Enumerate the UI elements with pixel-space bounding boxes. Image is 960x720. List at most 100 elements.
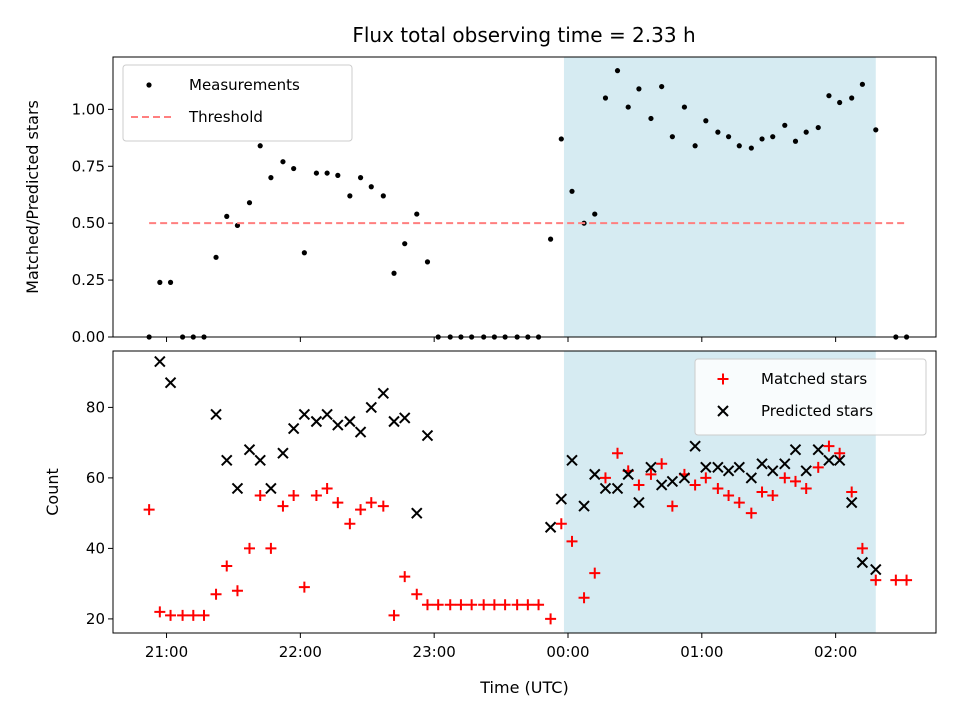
data-point — [625, 104, 631, 110]
legend-label: Threshold — [188, 108, 263, 126]
data-point — [365, 497, 377, 509]
top-panel-marks — [146, 68, 910, 340]
data-point — [826, 93, 832, 99]
data-point — [782, 122, 788, 128]
x-tick-label: 00:00 — [546, 643, 589, 661]
data-point — [689, 479, 701, 491]
data-point — [466, 599, 478, 611]
data-point — [599, 482, 612, 495]
y-tick-label: 0.00 — [72, 328, 105, 346]
data-point — [143, 504, 155, 516]
data-point — [833, 454, 846, 466]
data-point — [354, 426, 367, 438]
data-point — [357, 175, 364, 181]
data-point — [800, 465, 812, 477]
x-tick-label: 23:00 — [413, 643, 456, 661]
data-point — [388, 609, 400, 621]
data-point — [733, 461, 745, 474]
top-panel: 0.00 0.25 0.50 0.75 1.00 Matched/Predicted s… — [23, 56, 937, 346]
y-tick-label: 80 — [86, 398, 105, 416]
data-point — [243, 443, 256, 456]
top-panel-y-axis-label: Matched/Predicted stars — [23, 100, 42, 294]
data-point — [344, 415, 356, 428]
data-point — [421, 599, 433, 611]
y-tick-label: 0.75 — [72, 157, 105, 175]
data-point — [399, 412, 411, 424]
data-point — [388, 415, 400, 428]
data-point — [391, 270, 397, 276]
data-point — [666, 475, 679, 488]
bottom-panel-y-axis-label: Count — [43, 468, 62, 516]
data-point — [221, 560, 233, 572]
x-tick-label: 21:00 — [145, 643, 188, 661]
x-tick-label: 02:00 — [814, 643, 857, 661]
data-point — [815, 124, 821, 131]
y-tick-label: 60 — [86, 469, 105, 487]
data-point — [210, 408, 222, 421]
data-point — [321, 408, 333, 421]
data-point — [681, 104, 688, 110]
legend-label: Measurements — [189, 76, 300, 94]
data-point — [265, 482, 277, 495]
data-point — [725, 134, 732, 140]
x-tick-label: 01:00 — [680, 643, 723, 661]
data-point — [522, 599, 534, 611]
data-point — [767, 490, 779, 502]
data-point — [368, 184, 374, 190]
bottom-panel-marks — [143, 355, 913, 625]
data-point — [414, 211, 420, 217]
data-point — [689, 440, 701, 452]
legend-swatch — [146, 82, 152, 88]
bottom-panel-legend: Matched stars Predicted stars — [694, 358, 927, 436]
data-point — [756, 458, 768, 470]
data-point — [511, 599, 523, 611]
data-point — [198, 609, 210, 621]
data-point — [301, 250, 307, 256]
data-point — [659, 83, 665, 90]
data-point — [792, 138, 799, 144]
data-point — [411, 588, 423, 600]
data-point — [592, 211, 598, 217]
data-point — [558, 136, 564, 142]
data-point — [365, 401, 377, 414]
data-point — [599, 472, 611, 484]
data-point — [377, 500, 389, 512]
y-tick-label: 1.00 — [72, 100, 105, 118]
data-point — [165, 609, 177, 621]
data-point — [164, 377, 177, 389]
data-point — [569, 188, 575, 194]
data-point — [756, 486, 768, 498]
data-point — [837, 99, 843, 106]
data-point — [455, 599, 467, 611]
data-point — [298, 408, 311, 421]
legend-box — [122, 64, 353, 142]
data-point — [421, 429, 434, 442]
data-point — [901, 574, 913, 586]
data-point — [779, 472, 791, 484]
data-point — [614, 68, 621, 74]
data-point — [291, 165, 297, 172]
data-point — [834, 447, 846, 459]
data-point — [873, 127, 879, 133]
data-point — [767, 465, 779, 477]
data-point — [692, 143, 698, 149]
data-point — [213, 254, 219, 260]
data-point — [715, 129, 721, 135]
data-point — [277, 447, 289, 459]
data-point — [533, 599, 545, 611]
data-point — [823, 454, 835, 466]
data-point — [154, 606, 166, 618]
top-panel-highlight-span — [563, 57, 876, 337]
data-point — [723, 490, 735, 502]
data-point — [355, 504, 367, 516]
data-point — [478, 599, 490, 611]
bottom-panel-frame — [112, 350, 937, 634]
bottom-panel-x-ticks: 21:00 22:00 23:00 00:00 01:00 02:00 — [145, 633, 857, 661]
x-tick-label: 22:00 — [279, 643, 322, 661]
data-point — [622, 468, 634, 481]
data-point — [733, 497, 745, 509]
data-point — [555, 518, 567, 530]
legend-swatch — [717, 405, 729, 417]
data-point — [700, 461, 712, 474]
